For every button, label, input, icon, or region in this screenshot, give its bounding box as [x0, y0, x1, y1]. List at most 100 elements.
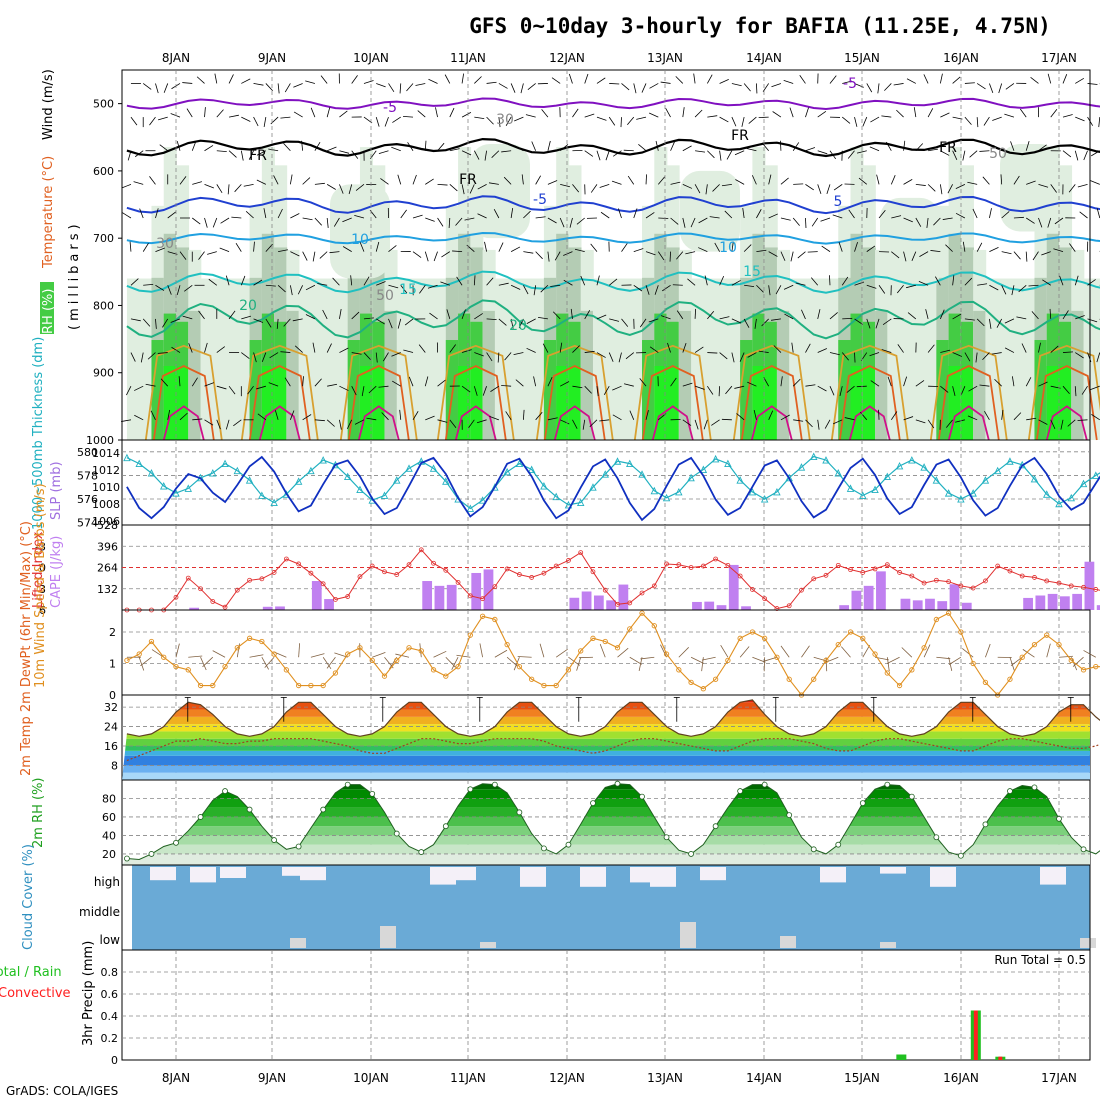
- thickness-marker: [650, 486, 659, 495]
- date-label-bottom: 14JAN: [746, 1071, 782, 1085]
- temp-contour-arc: [152, 365, 215, 441]
- cape-bar: [1072, 593, 1083, 610]
- wind-barb: [625, 352, 635, 360]
- wind-barb: [444, 74, 451, 84]
- wind-barb: [268, 382, 279, 387]
- lifted-index-marker: [406, 562, 412, 568]
- wind-barb: [170, 113, 181, 118]
- wind-barb: [991, 352, 1002, 355]
- rh-shade: [715, 278, 729, 440]
- wind-barb: [521, 174, 524, 185]
- wind-barb: [354, 215, 365, 219]
- temp-contour-arc: [436, 344, 515, 441]
- wind-speed-marker: [210, 682, 216, 689]
- wind-barb: [382, 352, 389, 362]
- wind-barb: [940, 150, 950, 156]
- wind-barb: [992, 116, 1002, 121]
- wind-barb: [437, 183, 448, 186]
- rh-shade: [776, 310, 790, 440]
- wind-barb: [294, 345, 303, 353]
- wind-barb: [243, 183, 254, 187]
- wind-barb: [623, 149, 634, 152]
- low-cloud-bar: [680, 922, 696, 948]
- wind-barb: [428, 78, 438, 84]
- wind-barb: [1062, 114, 1073, 118]
- cape-bar: [741, 606, 751, 610]
- low-cloud-bar: [380, 926, 396, 948]
- thickness-tick: 580: [77, 446, 98, 459]
- cape-bar: [581, 591, 592, 610]
- contour-label: 10: [719, 240, 737, 256]
- slp-tick: 1014: [92, 447, 120, 460]
- thickness-marker: [638, 470, 646, 478]
- lifted-index-marker: [431, 560, 436, 566]
- wind-barb: [712, 184, 720, 192]
- wind-barb: [714, 242, 720, 252]
- wind-barb: [233, 419, 242, 427]
- wind-barb-10m: [138, 657, 145, 671]
- lifted-index-marker: [676, 562, 682, 568]
- wind-barb: [130, 318, 141, 322]
- wind-speed-marker: [345, 651, 351, 657]
- rh-shade: [880, 197, 940, 292]
- wind-barb: [155, 83, 159, 94]
- wind-barb: [866, 284, 877, 289]
- date-label-bottom: 10JAN: [353, 1071, 389, 1085]
- lifted-index-marker: [308, 570, 314, 576]
- contour-label: 50: [989, 146, 1007, 162]
- wind-barb: [860, 411, 868, 421]
- rh-shade: [973, 310, 987, 440]
- wind-barb: [228, 114, 239, 118]
- thickness-marker: [589, 483, 597, 491]
- wind-barb: [322, 309, 328, 320]
- rh-marker: [222, 788, 228, 794]
- thickness-marker: [343, 472, 352, 481]
- cape-bar: [189, 607, 200, 610]
- wind-barb: [676, 251, 684, 260]
- wind-speed-marker: [749, 629, 756, 635]
- wind-barb: [719, 116, 729, 123]
- thickness-marker: [245, 476, 254, 484]
- rh-marker: [124, 855, 130, 862]
- wind-barb: [962, 150, 966, 161]
- wind-barb: [1077, 183, 1088, 188]
- precip-convective-bar: [998, 1056, 1003, 1060]
- wind-barb: [320, 75, 328, 84]
- wind-barb: [216, 385, 227, 390]
- wind-barb-10m: [395, 653, 410, 658]
- wind-barb: [489, 416, 499, 421]
- wind-barb: [339, 385, 349, 391]
- contour-label: 15: [743, 264, 761, 280]
- wind-barb: [514, 116, 524, 122]
- wind-barb: [662, 284, 671, 292]
- wind-barb: [742, 208, 745, 219]
- wind-barb: [361, 386, 365, 397]
- wind-barb: [412, 411, 419, 421]
- rh-shade: [703, 278, 717, 440]
- wind-barb: [253, 279, 263, 286]
- rh-marker: [786, 812, 793, 819]
- thickness-slp-panel: 580 578 576 574 1014 1012 1010 1008 1006: [77, 439, 1100, 530]
- wind-barb: [346, 419, 353, 429]
- wind-barb: [612, 414, 622, 421]
- cloud-clear-bar: [430, 867, 456, 885]
- wind-barb: [891, 251, 900, 259]
- wind-barb: [274, 410, 279, 420]
- wind-barb-10m: [322, 656, 332, 670]
- wind-barb: [805, 419, 813, 428]
- wind-barb: [807, 251, 818, 253]
- wind-speed-marker: [1031, 641, 1038, 648]
- precip-total-label: Total / Rain: [0, 965, 62, 980]
- lifted-index-marker: [382, 569, 387, 575]
- wind-barb: [694, 308, 697, 319]
- wind-barb: [486, 318, 497, 321]
- wind-barb: [984, 410, 990, 421]
- rh-shade: [862, 366, 876, 440]
- wind-barb: [523, 251, 534, 254]
- wind-barb: [1004, 113, 1015, 118]
- rh-shade: [1034, 340, 1048, 440]
- wind-barb: [145, 383, 156, 387]
- thickness-marker: [871, 485, 879, 494]
- rh-tick: 80: [102, 792, 116, 805]
- wind-barb: [547, 417, 558, 421]
